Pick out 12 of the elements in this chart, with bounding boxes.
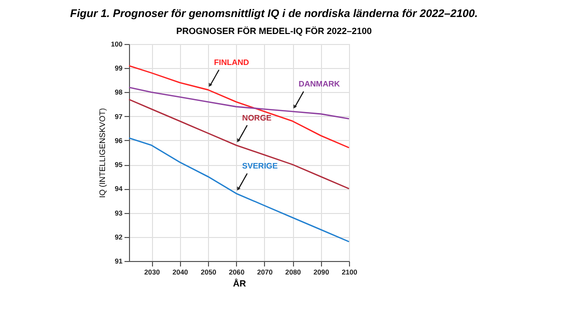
text: NORGE <box>242 113 272 122</box>
line-series <box>128 65 350 148</box>
y-axis-title: IQ (INTELLIGENSKVOT) <box>98 108 107 198</box>
line-series <box>128 86 350 120</box>
chart-subtitle: PROGNOSER FÖR MEDEL-IQ FÖR 2022–2100 <box>176 26 372 36</box>
x-axis-title: ÅR <box>233 278 246 288</box>
line-series <box>128 137 350 242</box>
chart-title: Figur 1. Prognoser för genomsnittligt IQ i de nordiska länderna för 2022–2100. <box>70 8 478 20</box>
text: FINLAND <box>214 58 250 67</box>
line-series <box>128 98 350 190</box>
text: DANMARK <box>298 80 340 89</box>
text: SVERIGE <box>242 161 278 170</box>
